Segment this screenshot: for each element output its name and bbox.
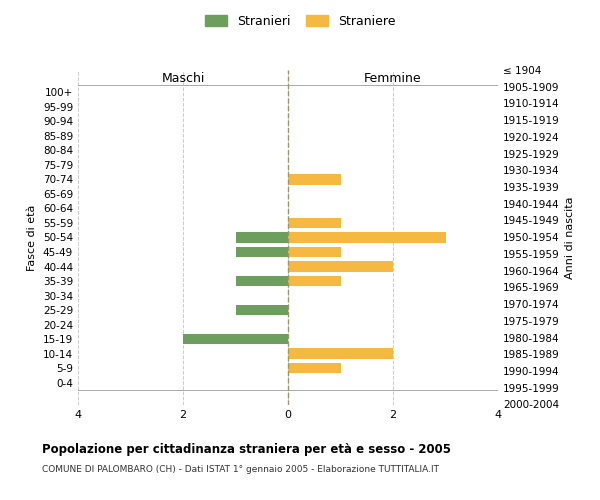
Bar [183,334,288,344]
Y-axis label: Anni di nascita: Anni di nascita [565,196,575,279]
Bar [288,232,445,242]
Text: Popolazione per cittadinanza straniera per età e sesso - 2005: Popolazione per cittadinanza straniera p… [42,442,451,456]
Text: Maschi: Maschi [161,72,205,85]
Bar [288,174,341,184]
Bar [288,218,341,228]
Bar [235,232,288,242]
Text: Femmine: Femmine [364,72,422,85]
Bar [288,276,341,286]
Bar [235,247,288,257]
Bar [288,363,341,373]
Legend: Stranieri, Straniere: Stranieri, Straniere [201,11,399,32]
Bar [288,247,341,257]
Y-axis label: Fasce di età: Fasce di età [28,204,37,270]
Bar [288,348,393,358]
Bar [235,305,288,315]
Text: COMUNE DI PALOMBARO (CH) - Dati ISTAT 1° gennaio 2005 - Elaborazione TUTTITALIA.: COMUNE DI PALOMBARO (CH) - Dati ISTAT 1°… [42,465,439,474]
Bar [288,262,393,272]
Bar [235,276,288,286]
